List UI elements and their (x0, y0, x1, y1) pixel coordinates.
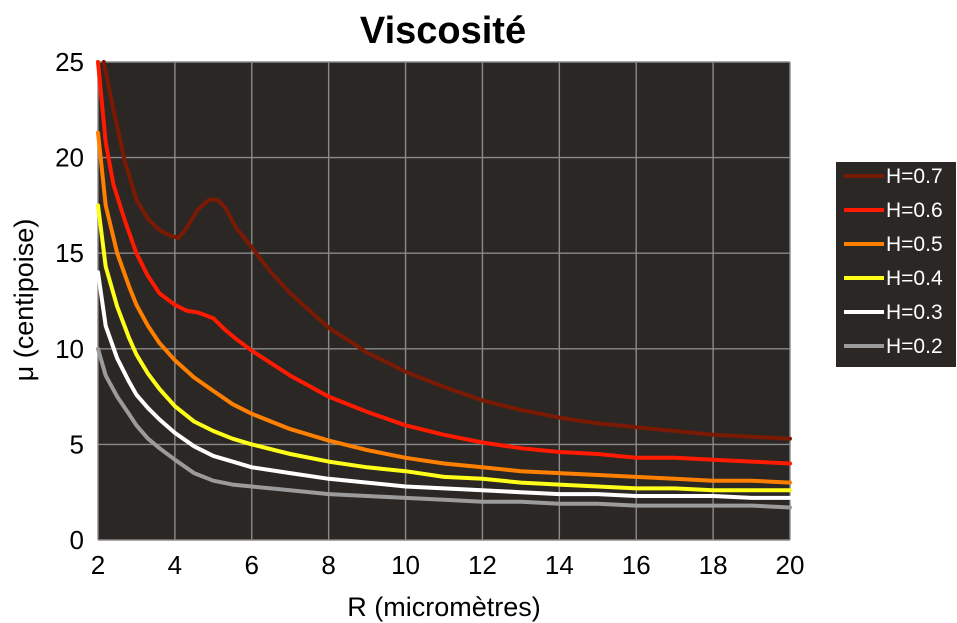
series-line-h-0-5 (96, 130, 792, 485)
series-lines (96, 60, 792, 510)
y-tick-label: 20 (55, 143, 84, 173)
x-tick-label: 12 (468, 550, 497, 580)
legend-label: H=0.7 (886, 165, 943, 188)
series-line-h-0-6 (96, 60, 792, 466)
series-line-h-0-2 (96, 346, 792, 510)
x-axis-label: R (micromètres) (347, 592, 541, 622)
x-tick-label: 18 (699, 550, 728, 580)
series-line-h-0-7 (101, 60, 792, 441)
legend-label: H=0.2 (886, 335, 943, 358)
x-tick-label: 16 (622, 550, 651, 580)
y-tick-labels: 0 5 10 15 20 25 (55, 47, 84, 555)
gridlines (97, 61, 791, 541)
x-tick-label: 8 (321, 550, 335, 580)
x-tick-label: 14 (545, 550, 574, 580)
y-tick-label: 5 (70, 429, 84, 459)
legend: H=0.7 H=0.6 H=0.5 H=0.4 H=0.3 H=0.2 (836, 162, 956, 367)
legend-box (836, 162, 956, 367)
legend-label: H=0.3 (886, 301, 943, 324)
x-tick-label: 6 (245, 550, 259, 580)
x-tick-label: 2 (91, 550, 105, 580)
legend-label: H=0.5 (886, 233, 943, 256)
y-tick-label: 0 (70, 525, 84, 555)
plot-area (98, 62, 790, 540)
y-tick-label: 10 (55, 334, 84, 364)
y-tick-label: 25 (55, 47, 84, 77)
series-line-h-0-3 (96, 270, 792, 500)
x-tick-label: 20 (776, 550, 805, 580)
series-line-h-0-4 (96, 203, 792, 493)
x-tick-label: 4 (168, 550, 182, 580)
x-tick-label: 10 (391, 550, 420, 580)
chart-title: Viscosité (360, 10, 526, 52)
y-tick-label: 15 (55, 238, 84, 268)
y-axis-label: μ (centipoise) (9, 219, 39, 382)
legend-label: H=0.6 (886, 199, 943, 222)
legend-label: H=0.4 (886, 267, 943, 290)
x-tick-labels: 2 4 6 8 10 12 14 16 18 20 (91, 550, 805, 580)
